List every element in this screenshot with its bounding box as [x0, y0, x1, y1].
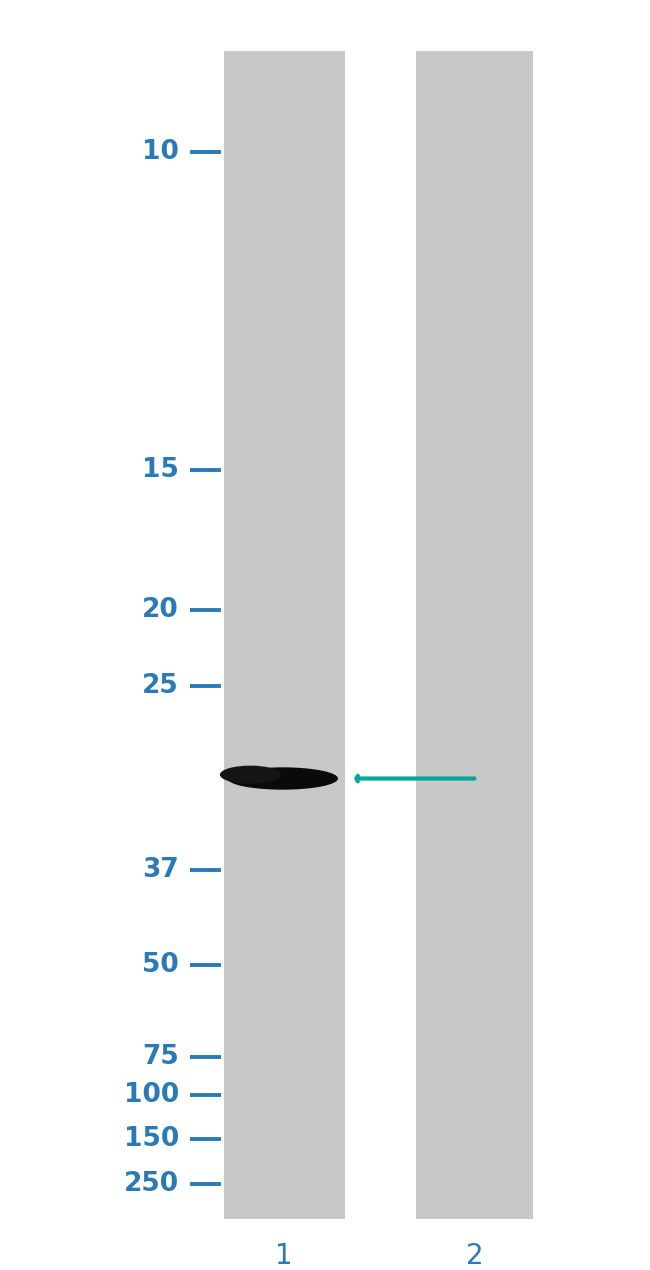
Bar — [416, 51, 533, 1219]
Text: 50: 50 — [142, 952, 179, 978]
Bar — [224, 51, 344, 1219]
Text: 25: 25 — [142, 673, 179, 698]
Text: 1: 1 — [275, 1242, 293, 1270]
Text: 37: 37 — [142, 857, 179, 883]
Text: 20: 20 — [142, 597, 179, 622]
Ellipse shape — [220, 766, 281, 784]
Text: 15: 15 — [142, 457, 179, 483]
Text: 150: 150 — [124, 1126, 179, 1152]
Text: 10: 10 — [142, 140, 179, 165]
Ellipse shape — [227, 767, 338, 790]
Ellipse shape — [235, 780, 324, 787]
Text: 2: 2 — [465, 1242, 484, 1270]
Text: 100: 100 — [124, 1082, 179, 1107]
Text: 250: 250 — [124, 1171, 179, 1196]
Text: 75: 75 — [142, 1044, 179, 1069]
